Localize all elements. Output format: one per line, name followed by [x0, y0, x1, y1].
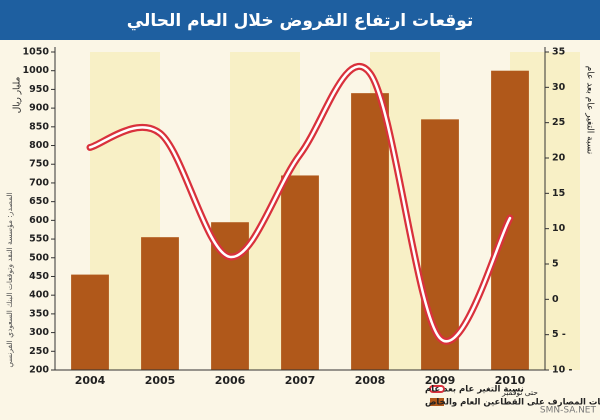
y-tick-label: 650 — [29, 196, 49, 207]
bar — [281, 175, 319, 370]
y-tick-label: 900 — [29, 103, 49, 114]
title-banner — [0, 0, 600, 40]
y2-tick-label: 5 - — [552, 329, 566, 340]
y-tick-label: 750 — [29, 159, 49, 170]
x-tick-label: 2007 — [285, 374, 316, 387]
x-tick-label: 2010 — [495, 374, 526, 387]
y2-tick-label: 10 — [552, 223, 566, 234]
x-tick-label: 2006 — [215, 374, 246, 387]
y2-axis-label: نسبة التغير عام بعد عام — [585, 66, 595, 154]
y-tick-label: 850 — [29, 121, 49, 132]
y2-tick-label: 15 — [552, 188, 565, 199]
y-tick-label: 1000 — [23, 65, 50, 76]
y-axis-label: مليار ريال — [13, 77, 23, 114]
y2-tick-label: 30 — [552, 82, 566, 93]
x-tick-label: 2008 — [355, 374, 386, 387]
x-tick-label: 2009 — [425, 374, 456, 387]
y-tick-label: 300 — [29, 327, 49, 338]
y-tick-label: 350 — [29, 308, 49, 319]
source-note: المصدر: مؤسسة النقد وتوقعات البنك السعود… — [5, 192, 14, 367]
y2-tick-label: 35 — [552, 47, 565, 58]
y-tick-label: 800 — [29, 140, 49, 151]
legend-label: نسبة التغير عام بعد عام — [425, 385, 524, 395]
y-tick-label: 600 — [29, 215, 49, 226]
line — [88, 65, 512, 343]
y-tick-label: 950 — [29, 84, 49, 95]
bar — [351, 93, 389, 370]
chart-title: توقعات ارتفاع القروض خلال العام الحالي — [127, 11, 474, 31]
y2-tick-label: 10 - — [552, 365, 573, 376]
y-tick-label: 450 — [29, 271, 49, 282]
legend-swatch — [430, 398, 444, 406]
bar — [141, 237, 179, 370]
y2-tick-label: 0 — [552, 294, 559, 305]
x-tick-label: 2004 — [75, 374, 106, 387]
y-tick-label: 550 — [29, 234, 49, 245]
y-tick-label: 500 — [29, 252, 49, 263]
y2-tick-label: 5 — [552, 259, 559, 270]
legend-label: مستحقات المصارف على القطاعين العام والخا… — [425, 398, 600, 408]
bar — [71, 274, 109, 370]
y-tick-label: 200 — [29, 365, 49, 376]
y-tick-label: 1050 — [23, 47, 50, 58]
legend-swatch — [429, 385, 445, 393]
y-tick-label: 700 — [29, 177, 49, 188]
y2-tick-label: 25 — [552, 117, 565, 128]
y-tick-label: 400 — [29, 290, 49, 301]
x-tick-label: 2005 — [145, 374, 176, 387]
watermark: SMN-SA.NET — [540, 406, 597, 416]
y-tick-label: 250 — [29, 346, 49, 357]
y2-tick-label: 20 — [552, 153, 566, 164]
x-note: حتى نوفمبر — [501, 388, 538, 397]
bar — [421, 119, 459, 370]
